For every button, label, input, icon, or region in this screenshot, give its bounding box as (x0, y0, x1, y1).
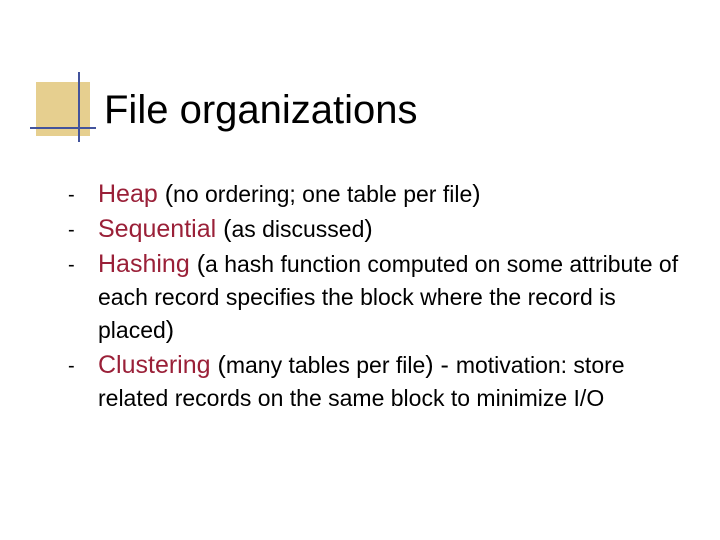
separator: ) - (425, 351, 456, 379)
list-item-text: Hashing (a hash function computed on som… (98, 248, 680, 347)
paren-open: ( (218, 351, 226, 379)
paren-close: ) (472, 180, 480, 208)
paren-close: ) (166, 316, 174, 344)
detail: many tables per file (226, 352, 425, 378)
accent-bar (78, 72, 80, 142)
paren-open: ( (197, 250, 205, 278)
detail: as discussed (231, 216, 364, 242)
accent-bar (30, 127, 96, 129)
list-item: - Heap (no ordering; one table per file) (62, 178, 680, 211)
list-item: - Sequential (as discussed) (62, 213, 680, 246)
bullet-dash: - (62, 178, 98, 207)
list-item-text: Clustering (many tables per file) - moti… (98, 349, 680, 415)
bullet-dash: - (62, 349, 98, 378)
term: Sequential (98, 215, 216, 243)
paren-close: ) (364, 215, 372, 243)
list-item: - Clustering (many tables per file) - mo… (62, 349, 680, 415)
list-item-text: Sequential (as discussed) (98, 213, 680, 246)
term: Hashing (98, 250, 190, 278)
slide-title: File organizations (104, 88, 418, 133)
bullet-list: - Heap (no ordering; one table per file)… (62, 178, 680, 417)
list-item-text: Heap (no ordering; one table per file) (98, 178, 680, 211)
detail: no ordering; one table per file (173, 181, 472, 207)
paren-open: ( (165, 180, 173, 208)
bullet-dash: - (62, 213, 98, 242)
term: Heap (98, 180, 158, 208)
term: Clustering (98, 351, 211, 379)
bullet-dash: - (62, 248, 98, 277)
list-item: - Hashing (a hash function computed on s… (62, 248, 680, 347)
